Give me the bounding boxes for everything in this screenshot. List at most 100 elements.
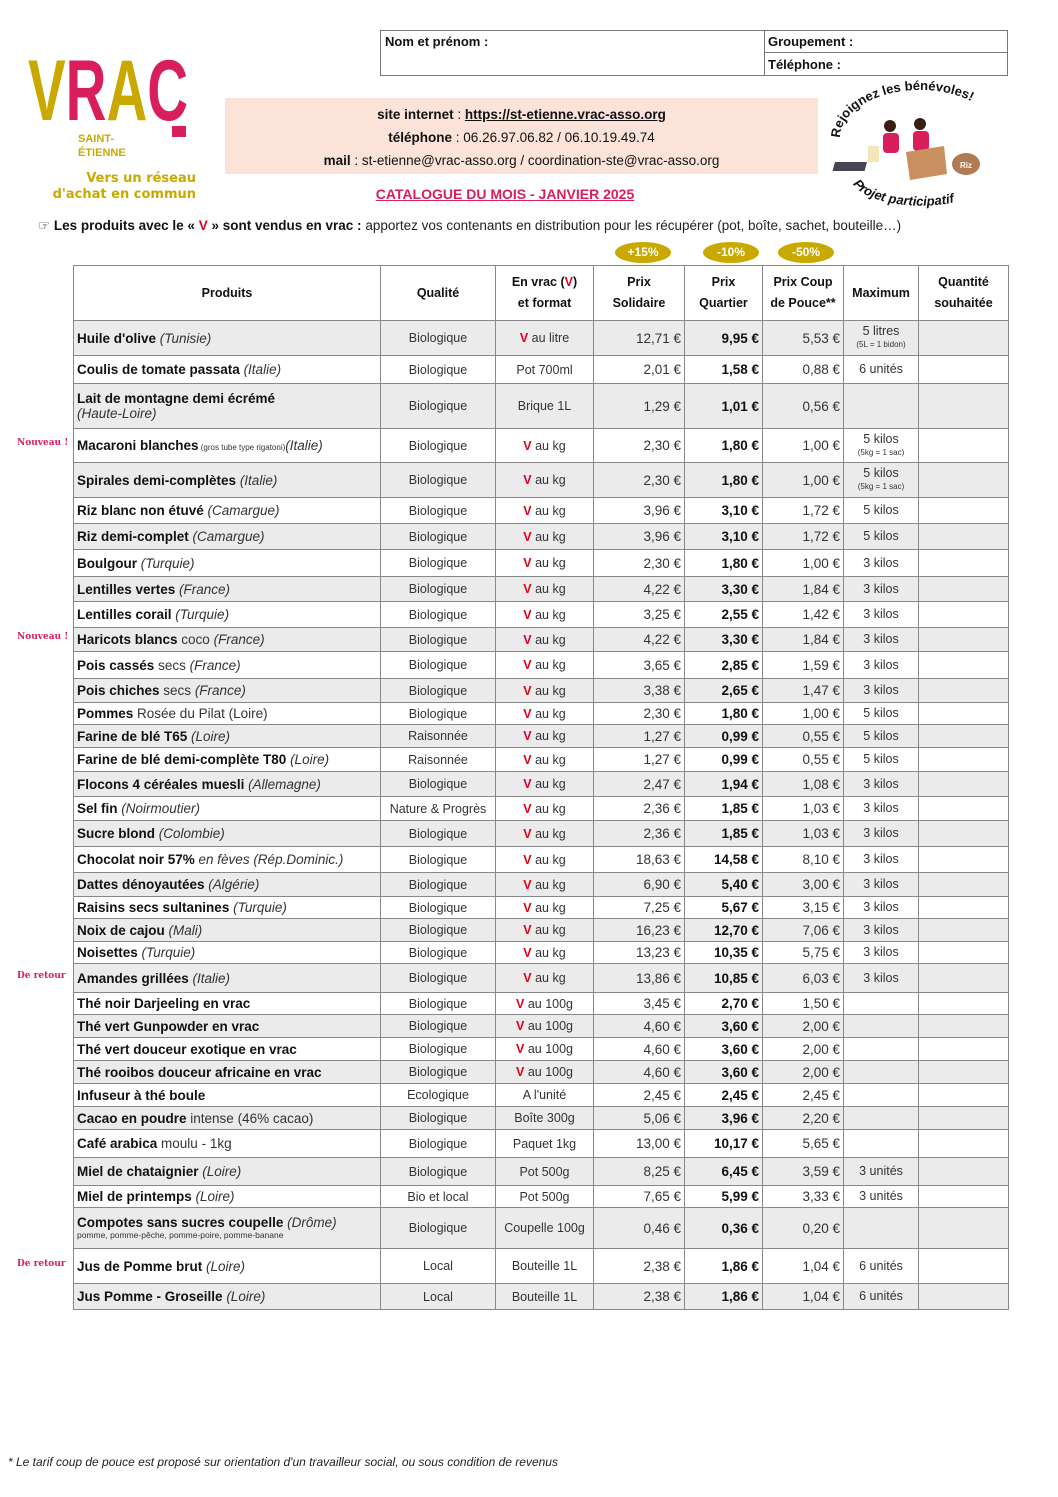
price-solidaire: 3,65 € <box>593 651 685 679</box>
quantity-input[interactable] <box>918 320 1009 356</box>
discount-badge-solidaire: +15% <box>615 242 671 263</box>
price-pouce: 1,03 € <box>762 820 844 847</box>
price-solidaire: 13,00 € <box>593 1129 685 1158</box>
max-cell: 3 kilos <box>843 846 919 873</box>
max-cell: 3 kilos <box>843 651 919 679</box>
quantity-input[interactable] <box>918 796 1009 821</box>
price-solidaire: 16,23 € <box>593 918 685 942</box>
quantity-input[interactable] <box>918 820 1009 847</box>
quantity-input[interactable] <box>918 771 1009 797</box>
quantity-input[interactable] <box>918 1283 1009 1310</box>
vrac-marker: V <box>523 632 532 647</box>
product-name: Huile d'olive (Tunisie) <box>73 320 381 356</box>
product-name: Spirales demi-complètes (Italie) <box>73 462 381 498</box>
site-link[interactable]: https://st-etienne.vrac-asso.org <box>464 107 666 122</box>
quality-cell: Biologique <box>380 1106 496 1130</box>
quantity-input[interactable] <box>918 1037 1009 1061</box>
price-solidaire: 1,27 € <box>593 724 685 748</box>
price-solidaire: 1,27 € <box>593 747 685 772</box>
price-quartier: 3,96 € <box>684 1106 763 1130</box>
name-field[interactable]: Nom et prénom : <box>381 31 765 75</box>
vrac-marker: V <box>523 877 532 892</box>
quantity-input[interactable] <box>918 523 1009 550</box>
quantity-input[interactable] <box>918 918 1009 942</box>
table-row: Infuseur à thé boule Ecologique A l'unité 2… <box>73 1083 1009 1107</box>
price-pouce: 3,59 € <box>762 1157 844 1186</box>
quality-cell: Biologique <box>380 1157 496 1186</box>
quantity-input[interactable] <box>918 497 1009 524</box>
quantity-input[interactable] <box>918 383 1009 429</box>
quantity-input[interactable] <box>918 702 1009 725</box>
table-header: Produits Qualité En vrac (V) et format Pr… <box>73 265 1009 321</box>
max-cell: 3 kilos <box>843 627 919 652</box>
price-quartier: 2,85 € <box>684 651 763 679</box>
quantity-input[interactable] <box>918 1157 1009 1186</box>
max-cell: 5 kilos <box>843 724 919 748</box>
price-quartier: 3,60 € <box>684 1014 763 1038</box>
phone-field[interactable]: Téléphone : <box>765 53 1007 75</box>
quantity-input[interactable] <box>918 1106 1009 1130</box>
format-cell: Bouteille 1L <box>495 1283 594 1310</box>
price-quartier: 1,94 € <box>684 771 763 797</box>
table-row: Miel de chataignier (Loire) Biologique Pot… <box>73 1157 1009 1186</box>
quantity-input[interactable] <box>918 992 1009 1015</box>
svg-text:Riz: Riz <box>960 161 972 170</box>
quality-cell: Biologique <box>380 702 496 725</box>
quantity-input[interactable] <box>918 462 1009 498</box>
price-pouce: 2,00 € <box>762 1060 844 1084</box>
quantity-input[interactable] <box>918 1129 1009 1158</box>
quantity-input[interactable] <box>918 747 1009 772</box>
quantity-input[interactable] <box>918 872 1009 897</box>
group-label: Groupement : <box>768 34 854 49</box>
svg-text:d'achat en commun: d'achat en commun <box>53 187 196 202</box>
quality-cell: Biologique <box>380 918 496 942</box>
quality-cell: Local <box>380 1283 496 1310</box>
price-pouce: 3,33 € <box>762 1185 844 1208</box>
quantity-input[interactable] <box>918 1083 1009 1107</box>
max-cell: 5 kilos <box>843 523 919 550</box>
price-pouce: 3,00 € <box>762 872 844 897</box>
quantity-input[interactable] <box>918 846 1009 873</box>
price-pouce: 2,20 € <box>762 1106 844 1130</box>
format-cell: Pot 700ml <box>495 355 594 384</box>
price-quartier: 1,80 € <box>684 549 763 577</box>
quantity-input[interactable] <box>918 1014 1009 1038</box>
quantity-input[interactable] <box>918 355 1009 384</box>
max-cell: 3 kilos <box>843 941 919 964</box>
quantity-input[interactable] <box>918 576 1009 602</box>
vrac-marker: V <box>523 706 532 721</box>
product-name: Thé noir Darjeeling en vrac <box>73 992 381 1015</box>
price-pouce: 2,00 € <box>762 1037 844 1061</box>
quantity-input[interactable] <box>918 627 1009 652</box>
quantity-input[interactable] <box>918 724 1009 748</box>
format-cell: V au kg <box>495 796 594 821</box>
svg-text:Projet participatif: Projet participatif <box>850 176 956 209</box>
quantity-input[interactable] <box>918 549 1009 577</box>
price-quartier: 0,36 € <box>684 1207 763 1249</box>
quantity-input[interactable] <box>918 941 1009 964</box>
price-quartier: 1,01 € <box>684 383 763 429</box>
name-label: Nom et prénom : <box>385 34 489 49</box>
quantity-input[interactable] <box>918 1185 1009 1208</box>
quantity-input[interactable] <box>918 651 1009 679</box>
quantity-input[interactable] <box>918 678 1009 703</box>
quantity-input[interactable] <box>918 896 1009 919</box>
table-row: Farine de blé demi-complète T80 (Loire) R… <box>73 747 1009 772</box>
price-quartier: 10,85 € <box>684 963 763 993</box>
quantity-input[interactable] <box>918 963 1009 993</box>
format-cell: Paquet 1kg <box>495 1129 594 1158</box>
product-name: Nouveau ! Macaroni blanches (gros tube ty… <box>17 428 381 463</box>
quantity-input[interactable] <box>918 1248 1009 1284</box>
group-field[interactable]: Groupement : <box>765 31 1007 53</box>
format-cell: V au kg <box>495 523 594 550</box>
table-row: Pois cassés secs (France) Biologique V au … <box>73 651 1009 679</box>
quantity-input[interactable] <box>918 1060 1009 1084</box>
quantity-input[interactable] <box>918 601 1009 628</box>
quantity-input[interactable] <box>918 1207 1009 1249</box>
price-solidaire: 3,25 € <box>593 601 685 628</box>
format-cell: V au kg <box>495 724 594 748</box>
format-cell: V au 100g <box>495 1037 594 1061</box>
vrac-marker: V <box>515 1042 525 1056</box>
quantity-input[interactable] <box>918 428 1009 463</box>
product-name: Miel de printemps (Loire) <box>73 1185 381 1208</box>
